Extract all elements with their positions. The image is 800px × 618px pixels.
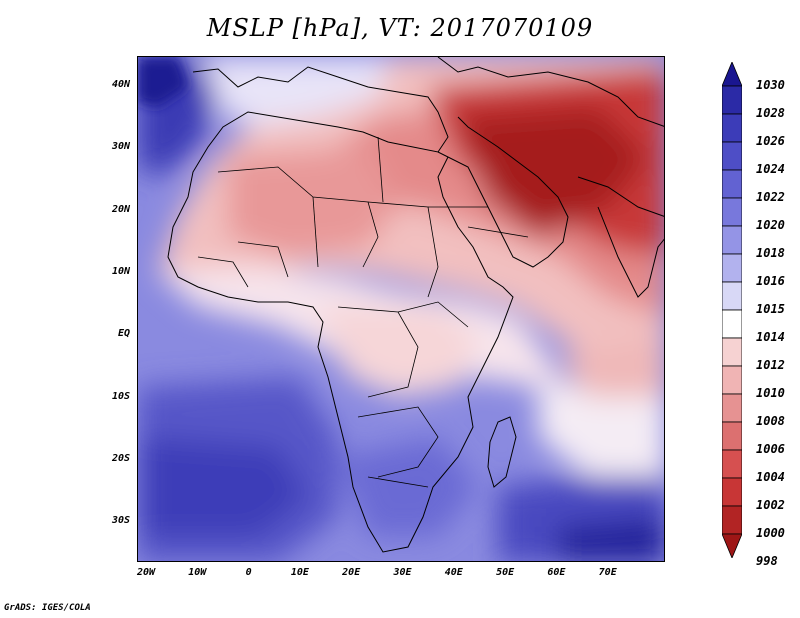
lon-tick-label: 50E xyxy=(496,567,515,578)
colorbar-label: 1004 xyxy=(756,470,785,484)
colorbar: 1030 1028 1026 1024 1022 1020 1018 1016 1015 1014… xyxy=(722,62,800,568)
lon-tick-label: 70E xyxy=(598,567,617,578)
borders xyxy=(197,136,529,488)
colorbar-swatch xyxy=(722,393,742,423)
colorbar-label: 1008 xyxy=(756,414,785,428)
colorbar-swatch xyxy=(722,365,742,395)
map-title: MSLP [hPa], VT: 2017070109 xyxy=(206,14,594,42)
colorbar-swatch xyxy=(722,421,742,451)
colorbar-label: 1024 xyxy=(756,162,785,176)
colorbar-swatch xyxy=(722,197,742,227)
lon-tick-label: 10W xyxy=(188,567,207,578)
colorbar-scale xyxy=(722,62,742,558)
colorbar-swatch xyxy=(722,253,742,283)
colorbar-swatch xyxy=(722,477,742,507)
lon-tick-label: 40E xyxy=(444,567,463,578)
colorbar-label: 1000 xyxy=(756,526,785,540)
lon-tick-label: 20E xyxy=(342,567,361,578)
colorbar-swatch xyxy=(722,225,742,255)
colorbar-swatch xyxy=(722,113,742,143)
lon-tick-label: 20W xyxy=(136,567,156,578)
colorbar-label: 1016 xyxy=(756,274,785,288)
lat-tick-label: 30S xyxy=(111,515,130,527)
colorbar-label: 1002 xyxy=(756,498,785,512)
colorbar-swatch xyxy=(722,85,742,115)
colorbar-label: 1012 xyxy=(756,358,785,372)
lat-tick-label: 10S xyxy=(111,390,130,402)
lat-tick-label: 10N xyxy=(111,265,130,277)
map-panel xyxy=(137,56,665,562)
footer-credit: GrADS: IGES/COLA xyxy=(4,603,91,613)
colorbar-label: 1018 xyxy=(756,246,785,260)
lon-tick-label: 0 xyxy=(245,567,252,578)
colorbar-swatch xyxy=(722,309,742,339)
lat-tick-label: 30N xyxy=(111,141,130,153)
colorbar-label: 1028 xyxy=(756,106,785,120)
colorbar-swatch xyxy=(722,337,742,367)
colorbar-label: 1022 xyxy=(756,190,785,204)
colorbar-max-arrow xyxy=(722,62,742,87)
lon-tick-label: 60E xyxy=(547,567,566,578)
colorbar-label: 1020 xyxy=(756,218,785,232)
mslp-field xyxy=(138,57,664,561)
colorbar-label: 1010 xyxy=(756,386,785,400)
colorbar-swatch xyxy=(722,505,742,535)
colorbar-swatch xyxy=(722,169,742,199)
colorbar-min-arrow xyxy=(722,533,742,558)
lat-tick-label: EQ xyxy=(117,328,130,340)
colorbar-swatch xyxy=(722,281,742,311)
colorbar-label: 1014 xyxy=(756,330,785,344)
lon-tick-label: 30E xyxy=(393,567,412,578)
coastlines xyxy=(167,57,664,553)
lat-tick-label: 20N xyxy=(111,203,130,215)
colorbar-label: 1030 xyxy=(756,78,785,92)
colorbar-label: 1015 xyxy=(756,302,785,316)
colorbar-label: 998 xyxy=(756,554,778,568)
colorbar-swatch xyxy=(722,141,742,171)
colorbar-swatch xyxy=(722,449,742,479)
lat-tick-label: 20S xyxy=(111,452,130,464)
colorbar-label: 1026 xyxy=(756,134,785,148)
lat-tick-label: 40N xyxy=(111,79,130,90)
colorbar-label: 1006 xyxy=(756,442,785,456)
lon-tick-label: 10E xyxy=(290,567,309,578)
